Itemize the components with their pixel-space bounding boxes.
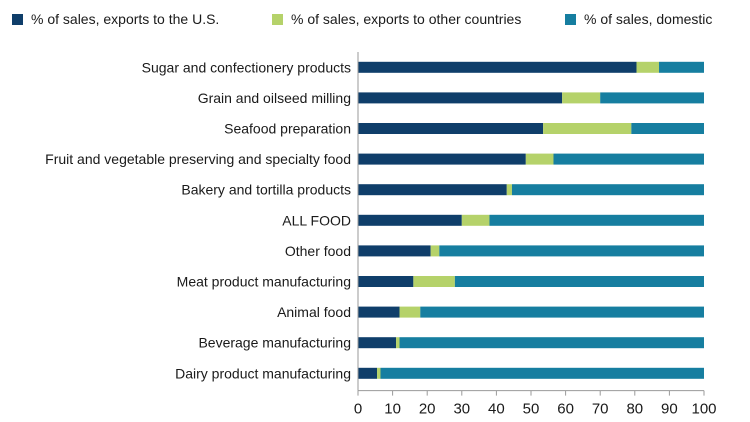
- legend-swatch-domestic: [565, 13, 576, 25]
- bar-segment: [399, 306, 421, 318]
- bar-segment: [525, 153, 554, 165]
- legend-item-us-exports: % of sales, exports to the U.S.: [12, 8, 219, 30]
- bar-segment: [358, 276, 414, 287]
- bar-segment: [358, 367, 378, 379]
- bar-segment: [358, 184, 507, 196]
- bar-segment: [358, 245, 431, 257]
- legend-swatch-other-exports: [272, 13, 283, 25]
- bar-segment: [439, 245, 704, 257]
- bar-segment: [461, 214, 490, 226]
- category-label: ALL FOOD: [282, 212, 351, 228]
- x-tick-label: 80: [626, 401, 643, 418]
- bar-segment: [358, 214, 462, 226]
- bar-segment: [413, 276, 455, 287]
- x-tick-label: 70: [592, 401, 609, 418]
- category-label: Sugar and confectionery products: [142, 59, 351, 75]
- bar-segment: [358, 306, 400, 318]
- legend-label-other-exports: % of sales, exports to other countries: [291, 11, 522, 27]
- legend-item-other-exports: % of sales, exports to other countries: [272, 8, 521, 30]
- x-tick-label: 50: [523, 401, 540, 418]
- bar-segment: [659, 61, 704, 73]
- bar-segment: [358, 337, 397, 349]
- legend-label-us-exports: % of sales, exports to the U.S.: [31, 11, 220, 27]
- x-tick-label: 20: [419, 401, 436, 418]
- x-tick-label: 40: [488, 401, 505, 418]
- category-label: Meat product manufacturing: [177, 274, 351, 290]
- category-label: Dairy product manufacturing: [175, 365, 351, 381]
- bar-segment: [358, 153, 526, 165]
- bar-segment: [380, 367, 704, 379]
- category-label: Animal food: [277, 304, 351, 320]
- bar-segment: [506, 184, 512, 196]
- bar-segment: [600, 92, 704, 104]
- x-tick-label: 60: [557, 401, 574, 418]
- bar-segment: [511, 184, 704, 196]
- category-label: Seafood preparation: [224, 121, 351, 137]
- bar-segment: [358, 92, 563, 104]
- x-tick-label: 100: [691, 401, 716, 418]
- bar-segment: [377, 367, 381, 379]
- category-label: Grain and oilseed milling: [198, 90, 351, 106]
- bar-segment: [399, 337, 704, 349]
- bar-segment: [636, 61, 660, 73]
- bar-segment: [562, 92, 601, 104]
- legend-label-domestic: % of sales, domestic: [584, 11, 713, 27]
- bar-segment: [489, 214, 704, 226]
- bar-segment: [553, 153, 704, 165]
- bar-segment: [631, 123, 704, 134]
- x-tick-label: 90: [661, 401, 678, 418]
- category-label: Fruit and vegetable preserving and speci…: [45, 151, 351, 167]
- bar-segment: [396, 337, 400, 349]
- bar-segment: [430, 245, 440, 257]
- x-tick-label: 30: [453, 401, 470, 418]
- legend-swatch-us-exports: [12, 13, 23, 25]
- legend-item-domestic: % of sales, domestic: [565, 8, 712, 30]
- x-tick-label: 10: [384, 401, 401, 418]
- category-label: Other food: [285, 243, 351, 259]
- bar-segment: [420, 306, 704, 318]
- legend: % of sales, exports to the U.S. % of sal…: [0, 8, 750, 30]
- category-label: Bakery and tortilla products: [181, 182, 351, 198]
- x-tick-label: 0: [354, 401, 362, 418]
- bar-segment: [358, 123, 544, 134]
- bar-segment: [543, 123, 632, 134]
- bar-segment: [454, 276, 704, 287]
- category-label: Beverage manufacturing: [198, 335, 351, 351]
- bar-segment: [358, 61, 637, 73]
